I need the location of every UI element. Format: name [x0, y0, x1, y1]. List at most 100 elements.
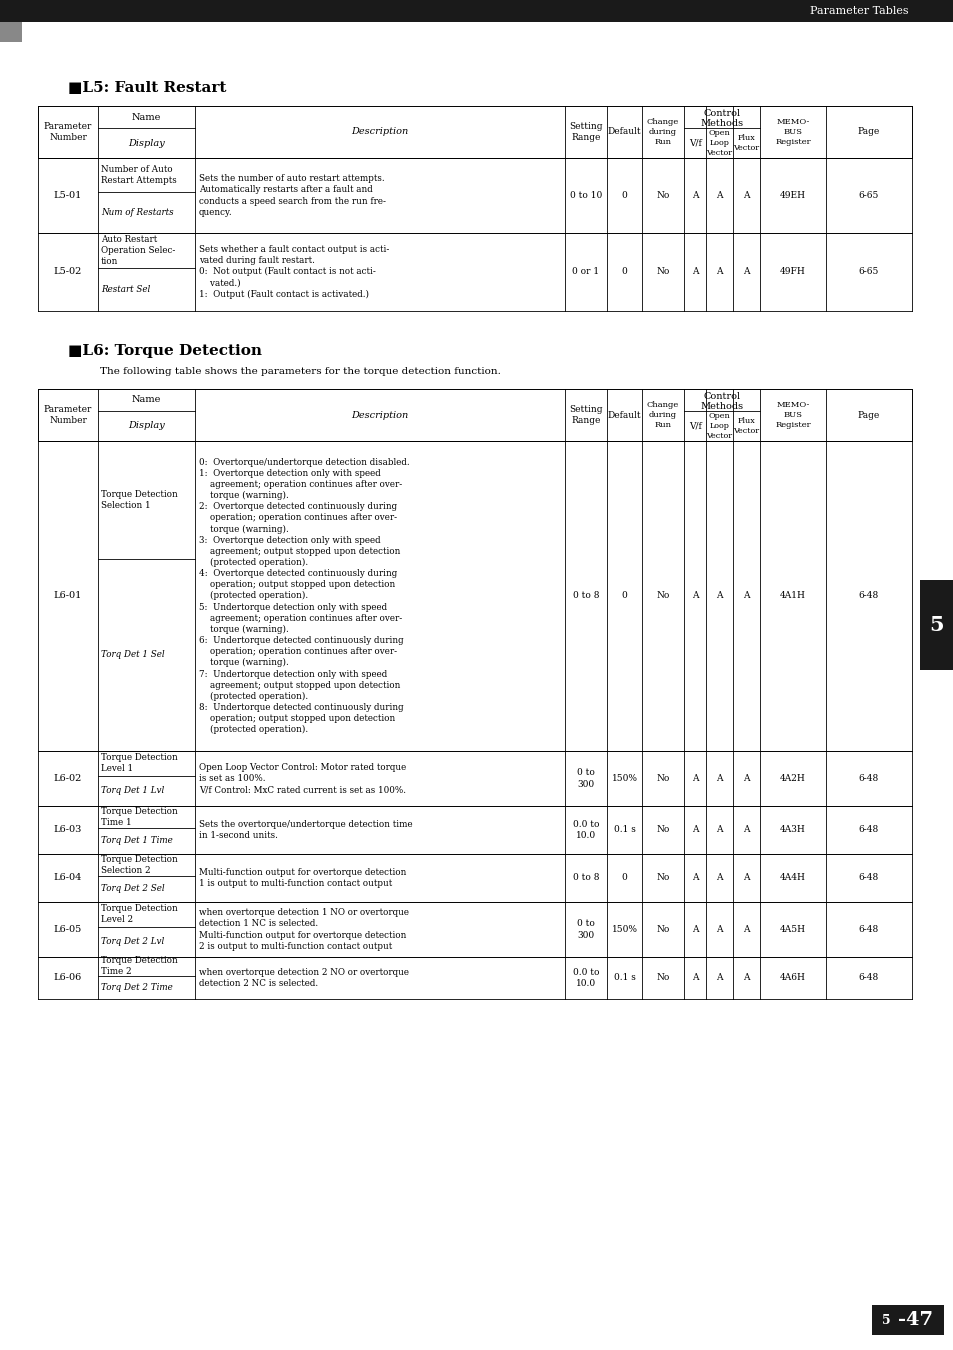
Text: L6-03: L6-03: [53, 825, 82, 834]
Text: L5-02: L5-02: [53, 267, 82, 277]
Text: 5: 5: [929, 616, 943, 634]
Text: 0 to
300: 0 to 300: [577, 768, 595, 788]
Text: Flux
Vector: Flux Vector: [733, 134, 759, 153]
Text: L6-04: L6-04: [53, 873, 82, 883]
Text: A: A: [691, 190, 698, 200]
Text: L6-02: L6-02: [53, 774, 82, 783]
Text: No: No: [656, 925, 669, 934]
Text: 4A2H: 4A2H: [780, 774, 805, 783]
Text: A: A: [716, 873, 722, 883]
Text: Sets the overtorque/undertorque detection time
in 1-second units.: Sets the overtorque/undertorque detectio…: [199, 819, 413, 840]
Text: Flux
Vector: Flux Vector: [733, 417, 759, 435]
Text: Torq Det 2 Sel: Torq Det 2 Sel: [101, 884, 165, 894]
Text: Parameter
Number: Parameter Number: [44, 405, 92, 425]
Text: Description: Description: [351, 410, 408, 420]
Text: No: No: [656, 190, 669, 200]
Text: 0 to 8: 0 to 8: [572, 591, 598, 601]
Text: 0: 0: [621, 267, 627, 277]
Text: Display: Display: [128, 421, 165, 431]
Text: A: A: [716, 973, 722, 983]
Text: Open Loop Vector Control: Motor rated torque
is set as 100%.
V/f Control: MxC ra: Open Loop Vector Control: Motor rated to…: [199, 763, 406, 794]
Text: No: No: [656, 825, 669, 834]
Bar: [38, 107, 911, 158]
Text: Open
Loop
Vector: Open Loop Vector: [706, 130, 732, 157]
Text: Torq Det 1 Sel: Torq Det 1 Sel: [101, 651, 165, 659]
Text: 150%: 150%: [611, 925, 637, 934]
Text: Display: Display: [128, 139, 165, 147]
Text: 0 to 10: 0 to 10: [569, 190, 601, 200]
Text: Page: Page: [857, 410, 880, 420]
Bar: [871, 1305, 943, 1335]
Text: Page: Page: [857, 127, 880, 136]
Text: A: A: [691, 267, 698, 277]
Text: A: A: [691, 774, 698, 783]
Text: when overtorque detection 2 NO or overtorque
detection 2 NC is selected.: when overtorque detection 2 NO or overto…: [199, 968, 409, 988]
Text: Torque Detection
Time 2: Torque Detection Time 2: [101, 956, 177, 976]
Text: A: A: [742, 190, 749, 200]
Text: Name: Name: [132, 396, 161, 405]
Bar: [0, 0, 953, 22]
Text: Open
Loop
Vector: Open Loop Vector: [706, 412, 732, 440]
Text: L6-05: L6-05: [53, 925, 82, 934]
Text: Num of Restarts: Num of Restarts: [101, 208, 173, 217]
Text: Methods: Methods: [700, 119, 742, 128]
Text: 150%: 150%: [611, 774, 637, 783]
Text: Torque Detection
Selection 2: Torque Detection Selection 2: [101, 855, 177, 875]
Text: A: A: [691, 825, 698, 834]
Text: when overtorque detection 1 NO or overtorque
detection 1 NC is selected.
Multi-f: when overtorque detection 1 NO or overto…: [199, 909, 409, 950]
Text: L5-01: L5-01: [53, 190, 82, 200]
Text: Torque Detection
Level 1: Torque Detection Level 1: [101, 753, 177, 774]
Text: 6-48: 6-48: [858, 973, 879, 983]
Text: Restart Sel: Restart Sel: [101, 285, 150, 294]
Text: ■L5: Fault Restart: ■L5: Fault Restart: [68, 81, 226, 95]
Text: Control: Control: [702, 109, 740, 119]
Text: The following table shows the parameters for the torque detection function.: The following table shows the parameters…: [100, 366, 500, 375]
Text: Change
during
Run: Change during Run: [646, 119, 679, 146]
Text: Torq Det 1 Lvl: Torq Det 1 Lvl: [101, 786, 164, 795]
Text: -47: -47: [898, 1311, 933, 1328]
Text: 5: 5: [881, 1314, 889, 1327]
Text: A: A: [716, 825, 722, 834]
Text: Setting
Range: Setting Range: [569, 405, 602, 425]
Bar: [919, 580, 953, 670]
Text: 6-65: 6-65: [858, 190, 879, 200]
Text: Description: Description: [351, 127, 408, 136]
Text: Sets whether a fault contact output is acti-
vated during fault restart.
0:  Not: Sets whether a fault contact output is a…: [199, 246, 389, 298]
Text: MEMO-
BUS
Register: MEMO- BUS Register: [775, 119, 810, 146]
Text: V/f: V/f: [688, 139, 700, 147]
Text: A: A: [716, 925, 722, 934]
Text: 6-48: 6-48: [858, 591, 879, 601]
Bar: [38, 389, 911, 441]
Text: Setting
Range: Setting Range: [569, 122, 602, 142]
Text: Methods: Methods: [700, 402, 742, 412]
Text: 49EH: 49EH: [780, 190, 805, 200]
Text: Default: Default: [607, 410, 640, 420]
Text: Parameter Tables: Parameter Tables: [809, 5, 907, 16]
Text: A: A: [716, 591, 722, 601]
Text: Torque Detection
Selection 1: Torque Detection Selection 1: [101, 490, 177, 510]
Text: L6-06: L6-06: [53, 973, 82, 983]
Text: L6-01: L6-01: [53, 591, 82, 601]
Text: 6-65: 6-65: [858, 267, 879, 277]
Text: 0.1 s: 0.1 s: [613, 973, 635, 983]
Text: Parameter
Number: Parameter Number: [44, 122, 92, 142]
Text: 0.1 s: 0.1 s: [613, 825, 635, 834]
Text: Torque Detection
Level 2: Torque Detection Level 2: [101, 904, 177, 925]
Text: No: No: [656, 267, 669, 277]
Text: 0:  Overtorque/undertorque detection disabled.
1:  Overtorque detection only wit: 0: Overtorque/undertorque detection disa…: [199, 458, 409, 734]
Text: Sets the number of auto restart attempts.
Automatically restarts after a fault a: Sets the number of auto restart attempts…: [199, 174, 386, 216]
Text: A: A: [691, 591, 698, 601]
Text: Default: Default: [607, 127, 640, 136]
Text: 6-48: 6-48: [858, 825, 879, 834]
Text: 4A5H: 4A5H: [780, 925, 805, 934]
Text: A: A: [742, 774, 749, 783]
Text: A: A: [742, 825, 749, 834]
Text: ■L6: Torque Detection: ■L6: Torque Detection: [68, 344, 262, 358]
Text: A: A: [691, 873, 698, 883]
Text: 0: 0: [621, 873, 627, 883]
Bar: [0, 22, 22, 42]
Text: A: A: [691, 973, 698, 983]
Text: 4A3H: 4A3H: [780, 825, 805, 834]
Text: 49FH: 49FH: [780, 267, 805, 277]
Text: A: A: [716, 190, 722, 200]
